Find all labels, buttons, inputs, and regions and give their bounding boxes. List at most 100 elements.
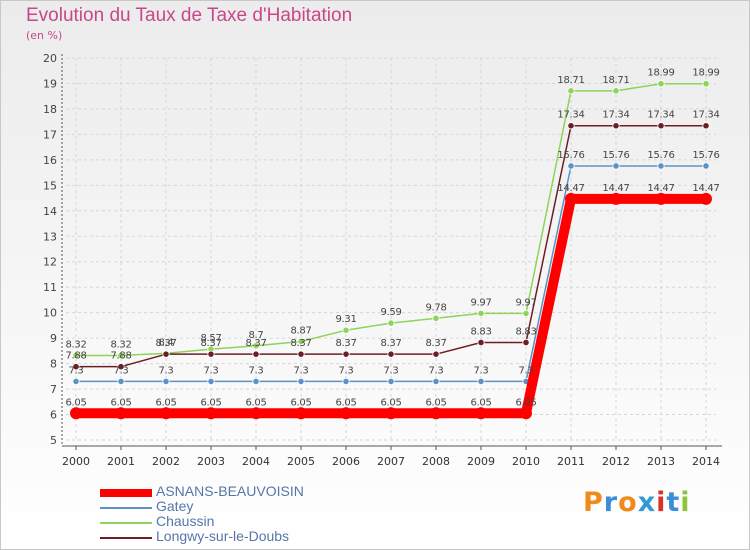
data-label-chaussin: 18.71 xyxy=(557,75,584,86)
legend-swatch-gatey xyxy=(100,507,152,509)
data-label-gatey: 15.76 xyxy=(647,150,674,161)
x-tick-label: 2007 xyxy=(377,455,405,468)
data-label-chaussin: 8.57 xyxy=(200,333,221,344)
y-tick-label: 10 xyxy=(43,307,57,320)
data-label-longwy-sur-le-doubs: 7.88 xyxy=(110,351,131,362)
data-label-longwy-sur-le-doubs: 7.88 xyxy=(65,351,86,362)
data-point-longwy-sur-le-doubs xyxy=(387,350,395,358)
data-label-gatey: 7.3 xyxy=(203,365,218,376)
data-point-longwy-sur-le-doubs xyxy=(72,363,80,371)
data-point-gatey xyxy=(657,162,665,170)
legend-label-chaussin: Chaussin xyxy=(156,513,215,529)
y-tick-label: 12 xyxy=(43,256,57,269)
x-tick-label: 2004 xyxy=(242,455,270,468)
y-tick-label: 5 xyxy=(50,434,57,447)
logo-letter: i xyxy=(680,487,691,518)
data-point-asnans-beauvoisin xyxy=(475,407,487,420)
data-point-asnans-beauvoisin xyxy=(385,407,397,420)
data-label-chaussin: 8.87 xyxy=(290,325,311,336)
data-point-longwy-sur-le-doubs xyxy=(522,338,530,347)
data-point-longwy-sur-le-doubs xyxy=(252,350,260,358)
data-label-gatey: 15.76 xyxy=(692,150,719,161)
data-point-chaussin xyxy=(567,87,575,95)
data-point-gatey xyxy=(162,377,170,386)
proxiti-logo: Proxiti xyxy=(583,487,691,518)
y-tick-label: 7 xyxy=(50,383,57,396)
logo-letter: x xyxy=(637,487,657,518)
data-point-chaussin xyxy=(252,342,260,350)
data-point-chaussin xyxy=(72,351,80,360)
data-point-longwy-sur-le-doubs xyxy=(567,122,575,130)
data-point-gatey xyxy=(207,377,215,386)
legend-swatch-chaussin xyxy=(100,522,152,524)
data-label-asnans-beauvoisin: 6.05 xyxy=(290,397,311,408)
data-point-asnans-beauvoisin xyxy=(160,407,172,420)
data-label-gatey: 7.3 xyxy=(158,365,173,376)
y-tick-label: 19 xyxy=(43,77,57,90)
data-point-asnans-beauvoisin xyxy=(115,407,127,420)
data-label-gatey: 7.3 xyxy=(383,365,398,376)
data-label-longwy-sur-le-doubs: 8.37 xyxy=(155,338,176,349)
logo-letter: t xyxy=(666,487,681,518)
y-tick-label: 15 xyxy=(43,179,57,192)
data-label-asnans-beauvoisin: 6.05 xyxy=(470,397,491,408)
y-tick-label: 20 xyxy=(43,52,57,65)
logo-letter: P xyxy=(583,487,604,518)
data-point-gatey xyxy=(297,377,305,386)
y-tick-label: 11 xyxy=(43,281,57,294)
x-tick-label: 2003 xyxy=(197,455,225,468)
data-point-chaussin xyxy=(297,337,305,346)
legend-label-asnans-beauvoisin: ASNANS-BEAUVOISIN xyxy=(156,483,304,499)
x-tick-label: 2011 xyxy=(557,455,585,468)
data-point-chaussin xyxy=(387,319,395,327)
data-point-longwy-sur-le-doubs xyxy=(702,122,710,130)
data-point-longwy-sur-le-doubs xyxy=(657,122,665,130)
data-point-asnans-beauvoisin xyxy=(700,192,712,205)
data-label-gatey: 15.76 xyxy=(602,150,629,161)
y-unit-label: (en %) xyxy=(26,29,63,42)
data-label-gatey: 7.3 xyxy=(518,365,533,376)
logo-letter: r xyxy=(603,487,619,518)
y-tick-label: 9 xyxy=(50,332,57,345)
data-label-asnans-beauvoisin: 14.47 xyxy=(557,183,584,194)
data-point-asnans-beauvoisin xyxy=(250,407,262,420)
data-point-gatey xyxy=(342,377,350,386)
data-label-chaussin: 9.97 xyxy=(470,297,491,308)
data-label-longwy-sur-le-doubs: 8.37 xyxy=(380,338,401,349)
data-label-chaussin: 9.31 xyxy=(335,314,356,325)
legend-swatch-asnans-beauvoisin xyxy=(100,489,152,497)
data-label-asnans-beauvoisin: 6.05 xyxy=(200,397,221,408)
data-point-gatey xyxy=(117,377,125,386)
data-label-chaussin: 18.99 xyxy=(692,68,719,79)
data-point-gatey xyxy=(252,377,260,386)
chart-title: Evolution du Taux de Taxe d'Habitation xyxy=(26,5,353,26)
data-label-chaussin: 18.99 xyxy=(647,68,674,79)
data-label-chaussin: 9.97 xyxy=(515,297,536,308)
data-point-chaussin xyxy=(477,309,485,318)
data-label-asnans-beauvoisin: 6.05 xyxy=(110,397,131,408)
data-point-longwy-sur-le-doubs xyxy=(207,350,215,358)
data-label-gatey: 15.76 xyxy=(557,150,584,161)
data-label-chaussin: 8.32 xyxy=(65,339,86,350)
data-point-asnans-beauvoisin xyxy=(610,192,622,205)
data-point-chaussin xyxy=(342,326,350,334)
x-tick-label: 2009 xyxy=(467,455,495,468)
data-label-gatey: 7.3 xyxy=(338,365,353,376)
data-point-longwy-sur-le-doubs xyxy=(612,122,620,130)
data-point-asnans-beauvoisin xyxy=(340,407,352,420)
data-label-asnans-beauvoisin: 6.05 xyxy=(155,397,176,408)
data-point-asnans-beauvoisin xyxy=(430,407,442,420)
x-tick-label: 2002 xyxy=(152,455,180,468)
data-label-asnans-beauvoisin: 6.05 xyxy=(65,397,86,408)
legend-item-asnans-beauvoisin: ASNANS-BEAUVOISIN xyxy=(100,483,340,500)
data-point-asnans-beauvoisin xyxy=(655,192,667,205)
legend-swatch-longwy-sur-le-doubs xyxy=(100,537,152,539)
data-point-chaussin xyxy=(612,87,620,95)
x-tick-label: 2014 xyxy=(692,455,720,468)
y-tick-label: 17 xyxy=(43,128,57,141)
y-tick-label: 6 xyxy=(50,409,57,422)
data-point-longwy-sur-le-doubs xyxy=(342,350,350,358)
y-tick-label: 13 xyxy=(43,230,57,243)
data-point-chaussin xyxy=(432,314,440,322)
